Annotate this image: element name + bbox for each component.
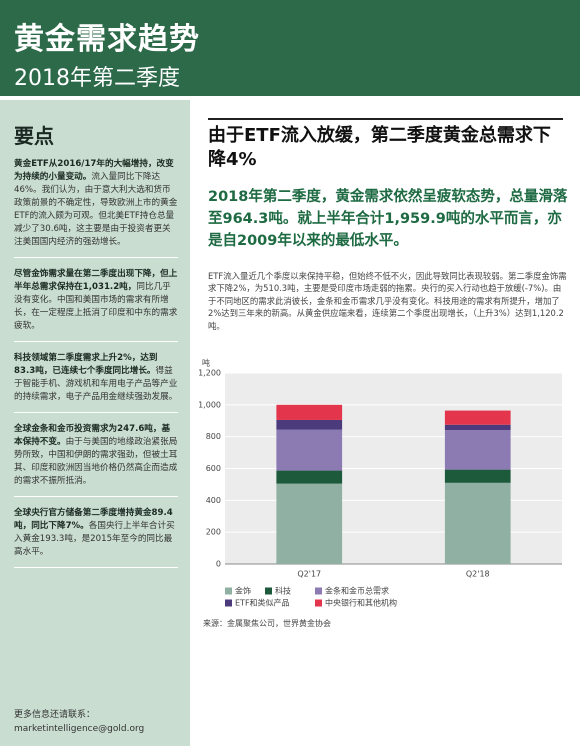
bar-segment (276, 470, 343, 484)
x-tick-label: Q2'17 (297, 570, 321, 579)
legend-swatch (225, 599, 232, 607)
y-tick-label: 600 (206, 464, 221, 473)
legend-label: 科技 (275, 586, 291, 596)
key-point: 全球金条和金币投资需求为247.6吨，基本保持不变。由于与美国的地缘政治紧张局势… (14, 423, 178, 497)
legend-swatch (315, 587, 322, 595)
sidebar-title: 要点 (14, 124, 54, 148)
chart: 吨 0 200 400 600 800 1,000 1,200 Q2'17 Q2'18 金饰 科技 金… (198, 358, 562, 608)
bar-segment (276, 429, 343, 471)
y-tick-label: 1,200 (198, 369, 221, 378)
y-tick-label: 0 (216, 560, 221, 569)
key-points: 黄金ETF从2016/17年的大幅增持，改变为持续的小量变动。流入量同比下降达4… (14, 158, 178, 578)
legend-label: 中央银行和其他机构 (325, 598, 397, 608)
legend-swatch (265, 587, 272, 595)
sidebar: 要点 黄金ETF从2016/17年的大幅增持，改变为持续的小量变动。流入量同比下… (0, 100, 190, 746)
y-tick-label: 200 (206, 528, 221, 537)
legend-swatch (315, 599, 322, 607)
bar-segment (444, 482, 511, 564)
header: 黄金需求趋势 2018年第二季度 (0, 0, 580, 96)
key-point: 黄金ETF从2016/17年的大幅增持，改变为持续的小量变动。流入量同比下降达4… (14, 158, 178, 258)
bar-segment (444, 469, 511, 483)
legend-swatch (225, 587, 232, 595)
x-tick-label: Q2'18 (466, 570, 490, 579)
key-point-text: 流入量同比下降达46%。我们认为，由于意大利大选和货币政策前景的不确定性，导致欧… (14, 172, 178, 247)
legend-label: 金饰 (235, 586, 251, 596)
key-point: 全球央行官方储备第二季度增持黄金89.4吨，同比下降7%。各国央行上半年合计买入… (14, 507, 178, 568)
contact-label: 更多信息还请联系： (14, 710, 96, 720)
legend-label: 金条和金币总需求 (325, 586, 389, 596)
y-tick-label: 400 (206, 496, 221, 505)
key-point: 科技领域第二季度需求上升2%，达到83.3吨，已连续七个季度同比增长。得益于智能… (14, 352, 178, 413)
bar-segment (276, 419, 343, 430)
y-tick-label: 800 (206, 432, 221, 441)
key-point-lead: 全球金条和金币投资需求为247.6吨，基本保持不变。 (14, 424, 171, 447)
contact: 更多信息还请联系： marketintelligence@gold.org (14, 708, 144, 736)
source: 来源：金属聚焦公司，世界黄金协会 (203, 619, 331, 628)
key-point-text: 由于与美国的地缘政治紧张局势所致，中国和伊朗的需求强劲，但被土耳其、印度和欧洲因… (14, 437, 178, 486)
contact-email: marketintelligence@gold.org (14, 724, 145, 734)
key-point-lead: 黄金ETF从2016/17年的大幅增持，改变为持续的小量变动。 (14, 159, 174, 182)
key-point-text: 同比几乎没有变化。中国和美国市场的需求有所增长，在一定程度上抵消了印度和中东的需… (14, 282, 178, 331)
body-text: ETF流入量近几个季度以来保持平稳，但始终不低不火，因此导致同比表现较弱。第二季… (208, 271, 567, 331)
bar-segment (276, 404, 343, 420)
key-point-text: 得益于智能手机、游戏机和车用电子产品等产业的持续需求，电子产品用金继续强劲发展。 (14, 366, 178, 402)
key-point: 尽管金饰需求量在第二季度出现下降，但上半年总需求保持在1,031.2吨，同比几乎… (14, 268, 178, 342)
key-point-text: 各国央行上半年合计买入黄金193.3吨，是2015年至今的同比最高水平。 (14, 521, 175, 557)
bar-segment (444, 430, 511, 470)
key-point-lead: 尽管金饰需求量在第二季度出现下降，但上半年总需求保持在1,031.2吨， (14, 269, 178, 292)
y-axis-label: 吨 (202, 358, 210, 368)
key-point-lead: 全球央行官方储备第二季度增持黄金89.4吨，同比下降7%。 (14, 508, 173, 531)
key-point-lead: 科技领域第二季度需求上升2%，达到83.3吨，已连续七个季度同比增长。 (14, 353, 158, 376)
bar-segment (444, 424, 511, 431)
legend-label: ETF和类似产品 (235, 598, 290, 608)
subheading: 2018年第二季度，黄金需求依然呈疲软态势，总量滑落至964.3吨。就上半年合计… (208, 189, 568, 249)
title: 黄金需求趋势 (14, 22, 200, 57)
heading: 由于ETF流入放缓，第二季度黄金总需求下降4% (208, 118, 563, 172)
subtitle: 2018年第二季度 (14, 66, 180, 91)
bar-segment (276, 483, 343, 564)
y-tick-label: 1,000 (198, 400, 221, 409)
bar-segment (444, 410, 511, 425)
